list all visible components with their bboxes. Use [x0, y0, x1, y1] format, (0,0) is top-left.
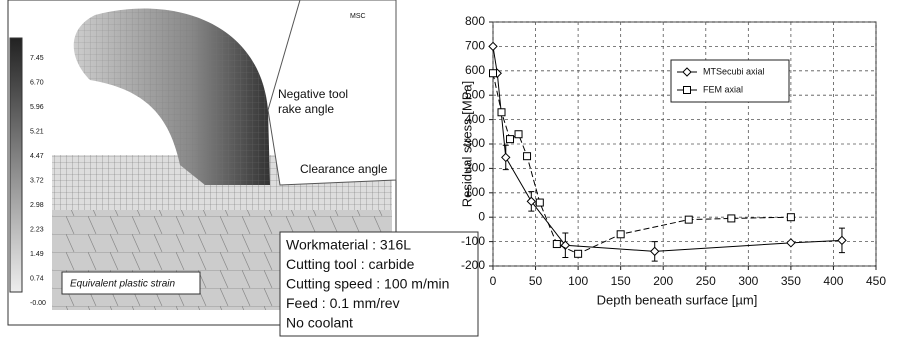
y-tick-label: 400 — [465, 112, 485, 126]
x-tick-label: 0 — [490, 274, 497, 288]
logo: MSC — [350, 13, 366, 20]
x-tick-label: 200 — [653, 274, 673, 288]
marker — [617, 231, 624, 238]
colorbar — [10, 38, 22, 292]
y-tick-label: 800 — [465, 14, 485, 28]
marker — [685, 216, 692, 223]
y-tick-label: 0 — [478, 209, 485, 223]
marker — [507, 136, 514, 143]
info-line: Cutting tool : carbide — [286, 256, 415, 272]
legend-label: MTSecubi axial — [703, 66, 765, 76]
x-tick-label: 300 — [738, 274, 758, 288]
colorbar-label: 2.23 — [30, 226, 44, 233]
marker — [515, 131, 522, 138]
info-line: No coolant — [286, 315, 353, 331]
x-tick-label: 250 — [696, 274, 716, 288]
marker — [524, 153, 531, 160]
colorbar-label: 0.74 — [30, 275, 44, 282]
colorbar-label: 7.45 — [30, 55, 44, 62]
y-tick-label: -100 — [461, 234, 485, 248]
y-tick-label: 700 — [465, 39, 485, 53]
marker — [489, 42, 497, 50]
marker — [575, 250, 582, 257]
marker — [838, 236, 846, 244]
y-tick-label: 100 — [465, 185, 485, 199]
x-axis-label: Depth beneath surface [µm] — [597, 292, 758, 307]
rake-label: Negative tool — [278, 87, 348, 101]
marker — [498, 109, 505, 116]
colorbar-label: 6.70 — [30, 79, 44, 86]
y-tick-label: 600 — [465, 63, 485, 77]
strain-label: Equivalent plastic strain — [70, 279, 175, 290]
info-line: Feed : 0.1 mm/rev — [286, 295, 400, 311]
marker — [787, 214, 794, 221]
clearance-label: Clearance angle — [300, 162, 388, 176]
y-tick-label: 200 — [465, 161, 485, 175]
marker — [651, 247, 659, 255]
y-tick-label: 300 — [465, 136, 485, 150]
marker — [502, 153, 510, 161]
x-tick-label: 100 — [568, 274, 588, 288]
legend-label: FEM axial — [703, 84, 743, 94]
marker — [490, 70, 497, 77]
info-line: Cutting speed : 100 m/min — [286, 276, 449, 292]
info-line: Workmaterial : 316L — [286, 237, 411, 253]
x-tick-label: 150 — [611, 274, 631, 288]
x-tick-label: 400 — [823, 274, 843, 288]
marker — [728, 215, 735, 222]
rake-label: rake angle — [278, 102, 334, 116]
marker — [536, 199, 543, 206]
x-tick-label: 350 — [781, 274, 801, 288]
y-tick-label: 500 — [465, 87, 485, 101]
colorbar-label: 4.47 — [30, 153, 44, 160]
x-tick-label: 450 — [866, 274, 886, 288]
colorbar-label: 5.96 — [30, 104, 44, 111]
colorbar-label: 5.21 — [30, 128, 44, 135]
marker — [553, 241, 560, 248]
colorbar-label: 3.72 — [30, 177, 44, 184]
marker — [787, 239, 795, 247]
legend-marker — [684, 87, 691, 94]
figure: MSC Negative tool rake angle Clearance a… — [0, 0, 899, 341]
x-tick-label: 50 — [529, 274, 543, 288]
colorbar-label: -0.00 — [30, 300, 46, 307]
y-tick-label: -200 — [461, 258, 485, 272]
colorbar-label: 2.98 — [30, 202, 44, 209]
colorbar-label: 1.49 — [30, 251, 44, 258]
